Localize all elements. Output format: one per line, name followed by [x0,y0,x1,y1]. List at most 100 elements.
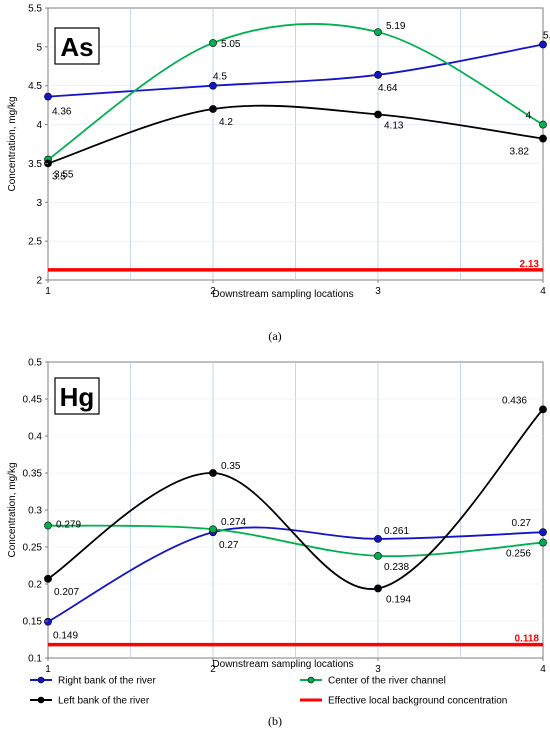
point-center-as [539,120,547,129]
data-label-center-hg: 0.256 [506,549,531,560]
data-label-left-bank-hg: 0.207 [54,587,79,598]
x-tick-label: 4 [540,664,546,675]
data-label-right-bank-hg: 0.149 [53,631,78,642]
data-label-center-as: 3.55 [54,170,74,181]
point-left-bank-as [374,110,382,119]
legend-marker-center [307,676,315,684]
series-line-left-bank-hg [47,408,544,590]
background-label-hg: 0.118 [515,634,540,645]
chart-hg: 1 2 3 4 0.1 0.15 0.2 0.25 0.3 0.35 0.4 0.45 0.5 0.11… [7,358,547,676]
data-label-right-bank-as: 4.5 [213,72,227,83]
y-tick-label: 0.25 [23,543,43,554]
legend-item-left-bank: Left bank of the river [30,696,150,707]
legend-marker-left-bank [37,696,45,704]
ticks-hg: 1 2 3 4 0.1 0.15 0.2 0.25 0.3 0.35 0.4 0.45 0.5 [23,358,547,676]
y-tick-label: 0.5 [28,358,42,369]
data-label-left-bank-hg: 0.194 [386,594,411,605]
legend: Right bank of the river Center of the ri… [30,676,507,707]
data-label-left-bank-as: 3.82 [510,147,530,158]
y-tick-label: 3 [36,198,42,209]
point-left-bank-as [209,105,217,113]
y-tick-label: 5.5 [28,4,42,15]
legend-item-background: Effective local background concentration [300,696,507,707]
point-center-hg [374,551,382,560]
x-tick-label: 1 [45,664,51,675]
data-label-center-hg: 0.279 [56,520,81,531]
data-label-left-bank-hg: 0.436 [502,395,527,406]
data-label-right-bank-as: 5.03 [543,31,550,42]
data-label-center-as: 5.19 [386,21,406,32]
series-hg [44,405,547,626]
data-label-left-bank-as: 4.13 [384,120,404,131]
series-line-left-bank-as [47,104,544,165]
x-axis-title-hg: Downstream sampling locations [212,659,353,670]
data-label-right-bank-hg: 0.261 [384,526,409,537]
series-line-center-hg [47,524,544,558]
series-line-center-as [47,23,544,161]
point-right-bank-hg [44,617,52,626]
data-label-center-hg: 0.238 [384,562,409,573]
data-label-center-as: 5.05 [221,39,241,50]
y-tick-label: 0.35 [23,469,43,480]
y-tick-label: 5 [36,42,42,53]
legend-item-center: Center of the river channel [300,676,446,687]
y-tick-label: 0.1 [28,654,42,665]
point-center-hg [44,521,52,530]
y-tick-label: 0.45 [23,395,43,406]
x-tick-label: 2 [210,286,216,297]
y-axis-title-hg: Concentration, mg/kg [7,462,18,557]
gridlines-hg [48,362,543,658]
y-tick-label: 2.5 [28,237,42,248]
y-tick-label: 2 [36,276,42,287]
point-right-bank-as [209,81,217,90]
legend-label-left-bank: Left bank of the river [58,696,150,707]
data-labels-hg: 0.118 0.149 0.27 0.261 0.27 0.279 0.274 0.238 0.… [53,395,539,644]
point-left-bank-hg [44,574,52,583]
y-tick-label: 0.15 [23,617,43,628]
x-tick-label: 4 [540,286,546,297]
legend-label-background: Effective local background concentration [328,696,507,707]
data-label-right-bank-as: 4.36 [52,107,72,118]
point-right-bank-as [374,70,382,79]
panel-label-box-hg: Hg [54,377,100,415]
x-tick-label: 1 [45,286,51,297]
legend-item-right-bank: Right bank of the river [30,676,156,687]
point-center-as [209,39,217,47]
point-center-as [374,28,382,36]
legend-label-center: Center of the river channel [328,676,446,687]
point-left-bank-hg [539,405,547,414]
data-label-left-bank-hg: 0.35 [221,461,241,472]
point-right-bank-as [44,92,52,101]
x-axis-title-as: Downstream sampling locations [212,289,353,300]
x-tick-label: 2 [210,664,216,675]
x-tick-label: 3 [375,664,381,675]
point-right-bank-hg [374,534,382,543]
series-as [44,23,547,168]
series-line-right-bank-as [47,43,544,98]
caption-b: (b) [268,714,282,728]
background-label-as: 2.13 [520,259,540,270]
panel-label-hg: Hg [60,382,95,412]
point-left-bank-as [539,134,547,143]
point-right-bank-as [539,40,547,49]
data-labels-as: 2.13 4.36 4.5 4.64 5.03 3.55 5.05 5.19 4 3.5 4.2 4.… [52,21,550,270]
point-left-bank-hg [374,584,382,593]
y-tick-label: 0.2 [28,580,42,591]
x-tick-label: 3 [375,286,381,297]
data-label-center-as: 4 [525,111,531,122]
panel-label-box-as: As [54,27,100,65]
point-right-bank-hg [539,528,547,537]
point-left-bank-hg [209,469,217,477]
panel-label-as: As [60,32,93,62]
legend-label-right-bank: Right bank of the river [58,676,156,687]
legend-marker-right-bank [37,676,45,684]
y-tick-label: 3.5 [28,159,42,170]
y-tick-label: 4 [36,120,42,131]
y-tick-label: 0.3 [28,506,42,517]
data-label-right-bank-hg: 0.27 [512,518,532,529]
point-center-hg [539,538,547,547]
gridlines-as [48,8,543,280]
ticks-as: 1 2 3 422.533.544.555.5 [28,4,546,298]
data-label-center-hg: 0.274 [221,517,246,528]
